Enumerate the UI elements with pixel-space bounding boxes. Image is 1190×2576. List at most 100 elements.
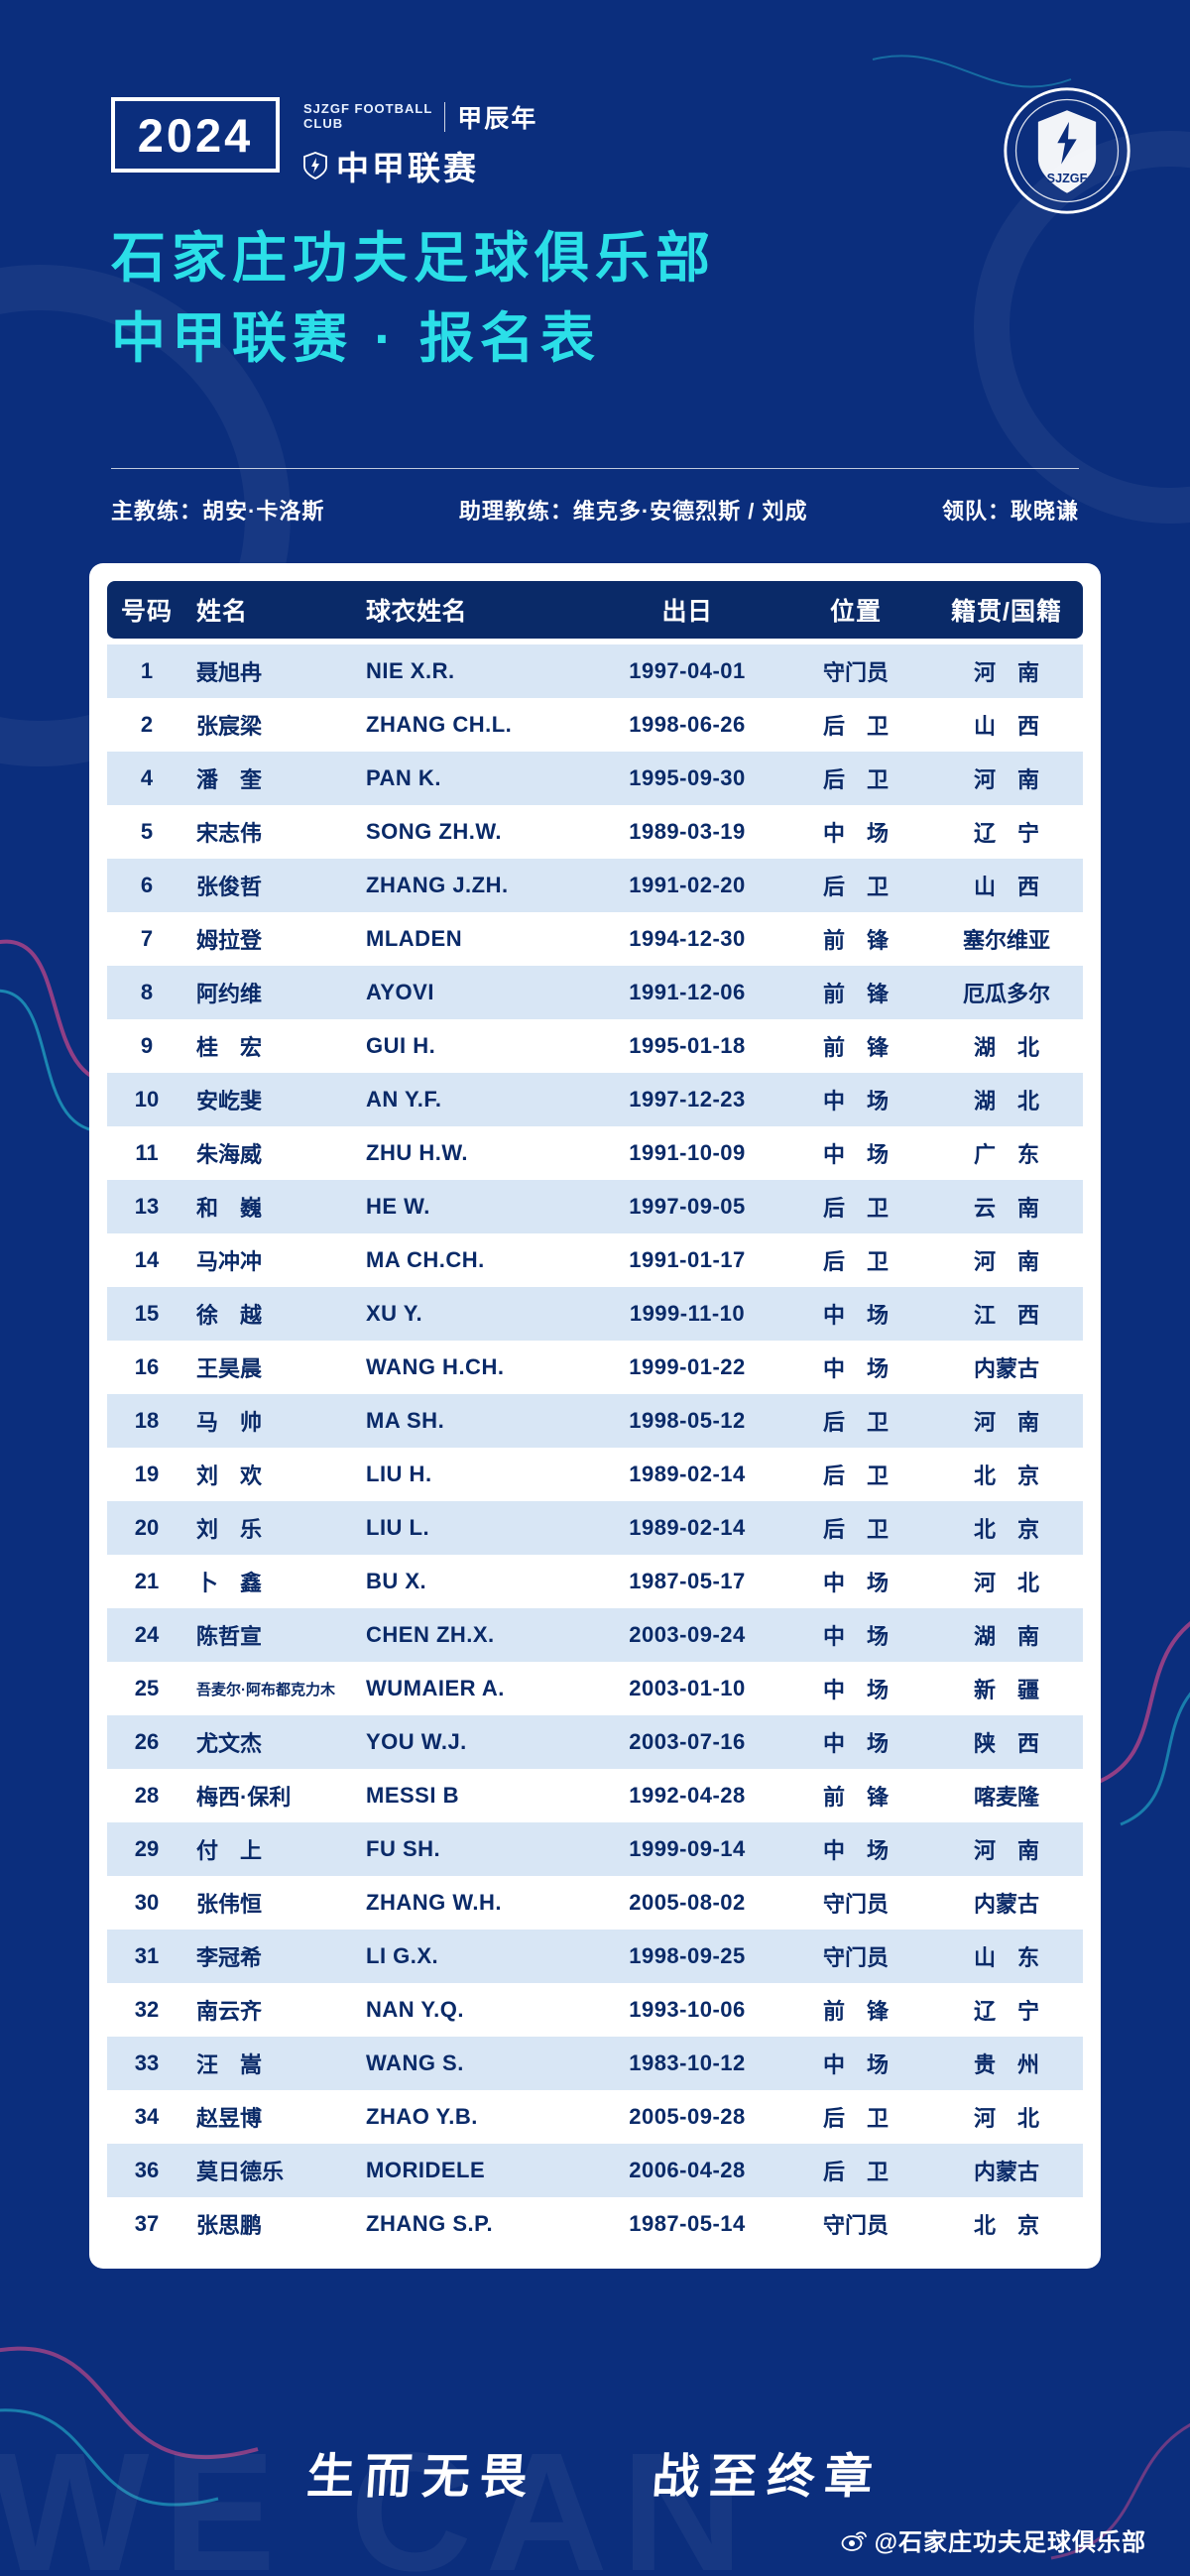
table-row: 34 赵昱博 ZHAO Y.B. 2005-09-28 后 卫 河 北 <box>107 2090 1083 2144</box>
cell-dob: 1997-12-23 <box>629 1087 746 1112</box>
cell-dob: 1993-10-06 <box>629 1997 746 2022</box>
cell-jersey: LI G.X. <box>366 1943 439 1968</box>
cell-jersey: NIE X.R. <box>366 658 455 683</box>
cell-dob: 1991-02-20 <box>629 873 746 897</box>
cell-position: 中 场 <box>822 1571 889 1595</box>
cell-number: 5 <box>140 819 154 844</box>
table-row: 36 莫日德乐 MORIDELE 2006-04-28 后 卫 内蒙古 <box>107 2144 1083 2197</box>
cell-name: 安屹斐 <box>196 1089 263 1113</box>
team-leader-label: 领队：耿晓谦 <box>941 499 1079 524</box>
cell-origin: 河 南 <box>973 1410 1039 1435</box>
cell-position: 中 场 <box>822 1142 889 1167</box>
table-row: 20 刘 乐 LIU L. 1989-02-14 后 卫 北 京 <box>107 1501 1083 1555</box>
table-row: 30 张伟恒 ZHANG W.H. 2005-08-02 守门员 内蒙古 <box>107 1876 1083 1930</box>
cell-origin: 塞尔维亚 <box>962 928 1050 953</box>
cell-name: 刘 乐 <box>196 1517 263 1542</box>
cell-number: 34 <box>134 2104 160 2129</box>
cell-position: 前 锋 <box>822 928 889 953</box>
cell-jersey: MORIDELE <box>366 2158 486 2182</box>
cell-jersey: MA CH.CH. <box>366 1247 485 1272</box>
cell-dob: 1997-04-01 <box>629 658 746 683</box>
table-row: 21 卜 鑫 BU X. 1987-05-17 中 场 河 北 <box>107 1555 1083 1608</box>
cell-position: 后 卫 <box>822 1410 889 1435</box>
cell-origin: 河 北 <box>973 2106 1039 2131</box>
cell-origin: 河 北 <box>973 1571 1039 1595</box>
cell-dob: 1995-01-18 <box>629 1033 746 1058</box>
cell-jersey: YOU W.J. <box>366 1729 467 1754</box>
cell-name: 赵昱博 <box>196 2106 263 2131</box>
cell-position: 中 场 <box>822 1089 889 1113</box>
cell-number: 11 <box>135 1140 159 1165</box>
col-header-origin: 籍贯/国籍 <box>951 598 1062 626</box>
cell-number: 36 <box>134 2158 160 2182</box>
cell-name: 阿约维 <box>196 982 263 1006</box>
cell-name: 徐 越 <box>196 1303 263 1328</box>
cell-origin: 内蒙古 <box>973 1892 1039 1917</box>
cell-number: 31 <box>134 1943 160 1968</box>
cell-number: 7 <box>140 926 154 951</box>
table-row: 29 付 上 FU SH. 1999-09-14 中 场 河 南 <box>107 1822 1083 1876</box>
cell-origin: 新 疆 <box>973 1678 1039 1702</box>
table-row: 25 吾麦尔·阿布都克力木 WUMAIER A. 2003-01-10 中 场 … <box>107 1662 1083 1715</box>
table-row: 28 梅西·保利 MESSI B 1992-04-28 前 锋 喀麦隆 <box>107 1769 1083 1822</box>
cell-name: 汪 嵩 <box>196 2052 263 2077</box>
cell-dob: 2005-09-28 <box>629 2104 746 2129</box>
cell-number: 9 <box>140 1033 154 1058</box>
cell-origin: 云 南 <box>973 1196 1039 1221</box>
cell-number: 4 <box>140 765 154 790</box>
table-body: 1 聂旭冉 NIE X.R. 1997-04-01 守门员 河 南 2 张宸梁 … <box>107 644 1083 2251</box>
assistant-coach-label: 助理教练：维克多·安德烈斯 / 刘成 <box>458 499 808 524</box>
cell-origin: 北 京 <box>973 2213 1039 2238</box>
cell-name: 桂 宏 <box>196 1035 263 1060</box>
cell-number: 33 <box>134 2050 160 2075</box>
cell-name: 卜 鑫 <box>196 1571 263 1595</box>
cell-dob: 1989-03-19 <box>629 819 746 844</box>
cell-position: 前 锋 <box>822 982 889 1006</box>
cell-jersey: AN Y.F. <box>366 1087 442 1112</box>
era-label: 甲辰年 <box>457 105 538 133</box>
col-header-position: 位置 <box>829 598 882 626</box>
table-row: 7 姆拉登 MLADEN 1994-12-30 前 锋 塞尔维亚 <box>107 912 1083 966</box>
cell-origin: 山 东 <box>973 1945 1039 1970</box>
table-row: 15 徐 越 XU Y. 1999-11-10 中 场 江 西 <box>107 1287 1083 1341</box>
cell-origin: 广 东 <box>973 1142 1039 1167</box>
cell-number: 1 <box>140 658 154 683</box>
cell-position: 守门员 <box>822 2213 889 2238</box>
club-logo-block: SJZGF FOOTBALL CLUB 甲辰年 中甲联赛 <box>303 99 537 189</box>
cell-dob: 1989-02-14 <box>629 1515 746 1540</box>
table-row: 8 阿约维 AYOVI 1991-12-06 前 锋 厄瓜多尔 <box>107 966 1083 1019</box>
cell-dob: 1998-06-26 <box>629 712 746 737</box>
cell-dob: 1999-01-22 <box>629 1354 746 1379</box>
cell-jersey: SONG ZH.W. <box>366 819 502 844</box>
cell-name: 张思鹏 <box>196 2213 263 2238</box>
cell-dob: 1999-09-14 <box>629 1836 746 1861</box>
cell-name: 尤文杰 <box>196 1731 263 1756</box>
cell-number: 26 <box>134 1729 160 1754</box>
cell-dob: 1991-12-06 <box>629 980 746 1004</box>
cell-dob: 2005-08-02 <box>629 1890 746 1915</box>
cell-position: 中 场 <box>822 1838 889 1863</box>
table-row: 18 马 帅 MA SH. 1998-05-12 后 卫 河 南 <box>107 1394 1083 1448</box>
cell-origin: 河 南 <box>973 1838 1039 1863</box>
cell-origin: 喀麦隆 <box>973 1785 1039 1810</box>
table-row: 11 朱海威 ZHU H.W. 1991-10-09 中 场 广 东 <box>107 1126 1083 1180</box>
cell-jersey: WANG H.CH. <box>366 1354 505 1379</box>
cell-position: 后 卫 <box>822 714 889 739</box>
cell-dob: 1999-11-10 <box>629 1301 746 1326</box>
cell-jersey: XU Y. <box>366 1301 423 1326</box>
cell-number: 20 <box>134 1515 160 1540</box>
cell-number: 21 <box>134 1569 160 1593</box>
cell-position: 中 场 <box>822 1678 889 1702</box>
cell-name: 马冲冲 <box>196 1249 263 1274</box>
cell-jersey: ZHANG CH.L. <box>366 712 513 737</box>
cell-number: 30 <box>134 1890 160 1915</box>
cell-number: 18 <box>134 1408 160 1433</box>
cell-jersey: GUI H. <box>366 1033 436 1058</box>
cell-number: 32 <box>134 1997 160 2022</box>
cell-jersey: MLADEN <box>366 926 463 951</box>
poster-title: 石家庄功夫足球俱乐部 中甲联赛 · 报名表 <box>111 218 716 380</box>
cell-origin: 湖 南 <box>973 1624 1039 1649</box>
cell-number: 6 <box>140 873 154 897</box>
cell-position: 后 卫 <box>822 1249 889 1274</box>
